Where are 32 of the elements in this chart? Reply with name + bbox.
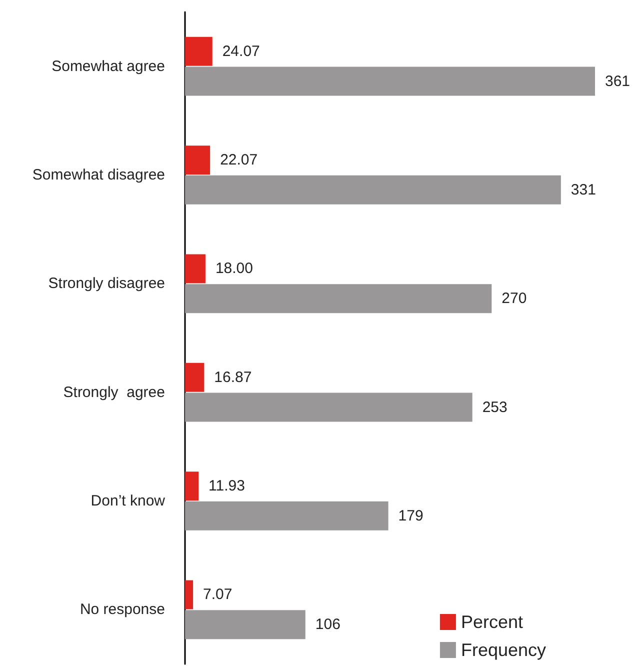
bar [185,610,306,640]
bar [185,580,194,610]
bar [185,284,492,314]
data-label: 361 [605,72,630,90]
y-tick-label: Somewhat agree [52,58,165,75]
data-label: 331 [570,181,596,198]
y-tick-label: Don’t know [90,492,166,510]
bar [185,472,199,501]
bar [185,66,595,96]
legend-label: Percent [460,612,524,632]
legend-label: Frequency [460,640,546,660]
bar [185,392,472,422]
bar [185,501,388,530]
bar [185,362,204,392]
y-tick-label: Strongly disagree [48,275,165,292]
y-tick-label: No response [80,601,165,618]
data-label: 24.07 [222,42,260,60]
data-label: 18.00 [215,260,253,278]
bar [185,146,210,175]
bar [185,175,561,204]
y-tick-label: Somewhat disagree [32,166,165,184]
data-label: 22.07 [220,152,258,169]
data-label: 7.07 [203,586,232,604]
data-label: 253 [482,398,508,416]
data-label: 11.93 [208,478,245,495]
data-label: 106 [315,616,340,634]
data-label: 16.87 [214,368,252,386]
data-label: 179 [398,507,424,524]
bar [185,254,206,284]
y-tick-label: Strongly agree [63,384,165,401]
data-label: 270 [502,290,527,308]
bar [185,36,212,66]
